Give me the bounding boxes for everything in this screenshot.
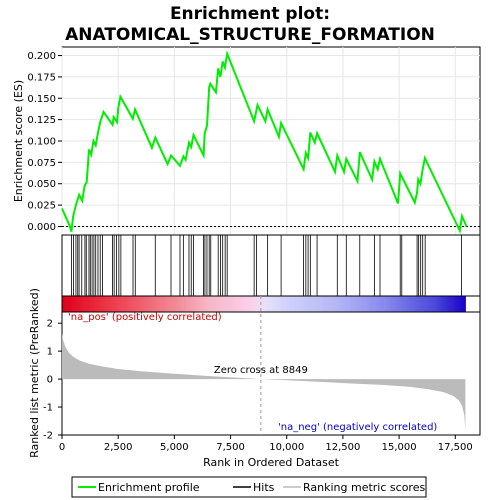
metric-panel: -2 -1 0 1 2 0 2,500 5,000 7,500 10,000 12,500 15,0… — [43, 296, 481, 453]
hit-lines — [71, 235, 462, 296]
legend-label-ranking: Ranking metric scores — [303, 481, 425, 494]
es-y-axis-label: Enrichment score (ES) — [12, 80, 25, 202]
es-y-tick-label: 0.200 — [27, 51, 56, 62]
x-tick-label: 10,000 — [269, 442, 304, 453]
es-y-tick-label: 0.050 — [27, 179, 56, 190]
es-y-tick-label: 0.075 — [27, 158, 56, 169]
metric-x-ticks: 0 2,500 5,000 7,500 10,000 12,500 15,000 17,500 — [59, 435, 473, 453]
es-y-tick-label: 0.100 — [27, 137, 56, 148]
enrichment-profile-line — [61, 50, 468, 235]
x-tick-label: 15,000 — [382, 442, 417, 453]
x-tick-label: 0 — [59, 442, 65, 453]
chart-title-line1: Enrichment plot: — [170, 4, 330, 24]
x-tick-label: 12,500 — [325, 442, 360, 453]
na-pos-label: 'na_pos' (positively correlated) — [68, 312, 222, 323]
es-y-tick-label: 0.175 — [27, 72, 56, 83]
es-y-tick-label: 0.150 — [27, 94, 56, 105]
es-panel: 0.000 0.025 0.050 0.075 0.100 0.125 0.150 0.175… — [27, 46, 481, 236]
x-tick-label: 7,500 — [216, 442, 245, 453]
es-y-tick-label: 0.000 — [27, 222, 56, 233]
hits-panel — [61, 234, 481, 297]
ranking-metric-area — [62, 333, 466, 431]
es-gridlines — [61, 47, 480, 235]
es-y-tick-label: 0.025 — [27, 201, 56, 212]
metric-y-tick-label: -1 — [43, 403, 53, 414]
legend-label-hits: Hits — [253, 481, 275, 494]
metric-y-tick-label: 2 — [47, 319, 53, 330]
metric-y-axis-label: Ranked list metric (PreRanked) — [28, 288, 41, 458]
metric-y-ticks: -2 -1 0 1 2 — [43, 319, 62, 442]
legend: Enrichment profile Hits Ranking metric s… — [71, 476, 427, 498]
rank-gradient-bar — [62, 296, 466, 312]
metric-y-tick-label: -2 — [43, 431, 53, 442]
x-tick-label: 2,500 — [104, 442, 133, 453]
na-neg-label: 'na_neg' (negatively correlated) — [278, 422, 437, 433]
x-axis-label: Rank in Ordered Dataset — [203, 456, 340, 469]
es-y-tick-label: 0.125 — [27, 115, 56, 126]
rank-gradient-panel — [61, 295, 481, 313]
x-tick-label: 17,500 — [438, 442, 473, 453]
chart-title-line2: ANATOMICAL_STRUCTURE_FORMATION — [65, 25, 435, 45]
es-y-ticks: 0.000 0.025 0.050 0.075 0.100 0.125 0.150 0.175… — [27, 51, 62, 233]
legend-label-enrichment: Enrichment profile — [98, 481, 200, 494]
x-tick-label: 5,000 — [160, 442, 189, 453]
metric-y-tick-label: 1 — [47, 347, 53, 358]
zero-cross-label: Zero cross at 8849 — [214, 365, 308, 376]
metric-y-tick-label: 0 — [47, 375, 53, 386]
